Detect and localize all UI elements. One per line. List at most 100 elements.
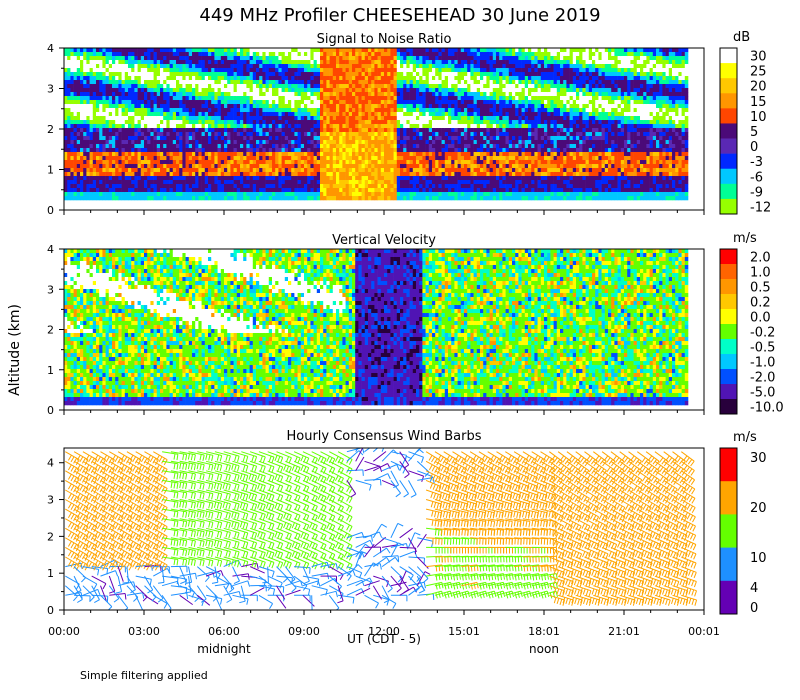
- heatmap-cell: [419, 64, 423, 69]
- heatmap-cell: [425, 148, 430, 153]
- heatmap-cell: [371, 192, 375, 197]
- heatmap-cell: [339, 124, 343, 129]
- heatmap-cell: [390, 64, 394, 69]
- heatmap-cell: [396, 156, 401, 161]
- heatmap-cell: [249, 72, 254, 77]
- heatmap-cell: [294, 120, 298, 125]
- heatmap-cell: [355, 72, 359, 77]
- heatmap-cell: [288, 188, 292, 193]
- heatmap-cell: [476, 176, 481, 181]
- heatmap-cell: [428, 60, 433, 65]
- heatmap-cell: [278, 192, 282, 197]
- heatmap-cell: [380, 92, 385, 97]
- heatmap-cell: [160, 156, 164, 161]
- heatmap-cell: [240, 100, 244, 105]
- heatmap-cell: [243, 192, 247, 197]
- heatmap-cell: [454, 152, 458, 157]
- heatmap-cell: [89, 108, 94, 113]
- heatmap-cell: [457, 120, 462, 125]
- heatmap-cell: [470, 104, 474, 109]
- heatmap-cell: [448, 168, 452, 173]
- heatmap-cell: [172, 92, 177, 97]
- heatmap-cell: [294, 48, 298, 53]
- heatmap-cell: [70, 108, 74, 113]
- heatmap-cell: [406, 84, 410, 89]
- heatmap-cell: [316, 100, 321, 105]
- heatmap-cell: [326, 92, 330, 97]
- heatmap-cell: [131, 132, 135, 137]
- heatmap-cell: [64, 152, 68, 157]
- heatmap-cell: [432, 52, 436, 57]
- heatmap-cell: [368, 132, 372, 137]
- heatmap-cell: [371, 132, 375, 137]
- heatmap-cell: [192, 152, 196, 157]
- heatmap-cell: [163, 56, 167, 61]
- heatmap-cell: [118, 104, 122, 109]
- heatmap-cell: [96, 176, 100, 181]
- heatmap-cell: [208, 76, 212, 81]
- heatmap-cell: [89, 124, 94, 129]
- heatmap-cell: [236, 96, 241, 101]
- heatmap-cell: [99, 156, 103, 161]
- heatmap-cell: [83, 192, 87, 197]
- heatmap-cell: [438, 100, 442, 105]
- heatmap-cell: [355, 84, 359, 89]
- heatmap-cell: [441, 160, 446, 165]
- heatmap-cell: [147, 176, 151, 181]
- heatmap-cell: [156, 192, 161, 197]
- heatmap-cell: [272, 96, 276, 101]
- heatmap-cell: [403, 104, 407, 109]
- heatmap-cell: [332, 56, 337, 61]
- heatmap-cell: [83, 152, 87, 157]
- heatmap-cell: [121, 112, 126, 117]
- heatmap-cell: [313, 152, 318, 157]
- heatmap-cell: [409, 100, 414, 105]
- heatmap-cell: [454, 140, 458, 145]
- heatmap-cell: [416, 112, 420, 117]
- heatmap-cell: [412, 188, 417, 193]
- heatmap-cell: [374, 104, 378, 109]
- heatmap-cell: [454, 136, 458, 141]
- heatmap-cell: [467, 76, 471, 81]
- heatmap-cell: [454, 128, 458, 133]
- heatmap-cell: [448, 120, 452, 125]
- heatmap-cell: [198, 184, 202, 189]
- heatmap-cell: [188, 76, 193, 81]
- heatmap-cell: [435, 64, 439, 69]
- heatmap-cell: [403, 96, 407, 101]
- heatmap-cell: [422, 160, 426, 165]
- heatmap-cell: [284, 64, 289, 69]
- heatmap-cell: [342, 124, 346, 129]
- heatmap-cell: [144, 64, 148, 69]
- heatmap-cell: [470, 84, 474, 89]
- heatmap-cell: [227, 176, 231, 181]
- heatmap-cell: [128, 48, 132, 53]
- heatmap-cell: [124, 152, 129, 157]
- heatmap-cell: [172, 64, 177, 69]
- heatmap-cell: [256, 196, 260, 201]
- heatmap-cell: [387, 196, 391, 201]
- heatmap-cell: [380, 84, 385, 89]
- heatmap-cell: [236, 136, 241, 141]
- heatmap-cell: [252, 136, 257, 141]
- heatmap-cell: [476, 48, 481, 53]
- heatmap-cell: [185, 184, 190, 189]
- heatmap-cell: [121, 176, 126, 181]
- heatmap-cell: [448, 140, 452, 145]
- heatmap-cell: [480, 140, 484, 145]
- heatmap-cell: [428, 160, 433, 165]
- heatmap-cell: [249, 88, 254, 93]
- heatmap-cell: [368, 148, 372, 153]
- heatmap-cell: [310, 196, 314, 201]
- heatmap-cell: [313, 136, 318, 141]
- heatmap-cell: [307, 160, 311, 165]
- heatmap-cell: [278, 116, 282, 121]
- heatmap-cell: [284, 156, 289, 161]
- heatmap-cell: [307, 80, 311, 85]
- heatmap-cell: [140, 164, 145, 169]
- heatmap-cell: [208, 68, 212, 73]
- heatmap-cell: [265, 196, 270, 201]
- heatmap-cell: [291, 176, 295, 181]
- heatmap-cell: [300, 132, 305, 137]
- heatmap-cell: [227, 104, 231, 109]
